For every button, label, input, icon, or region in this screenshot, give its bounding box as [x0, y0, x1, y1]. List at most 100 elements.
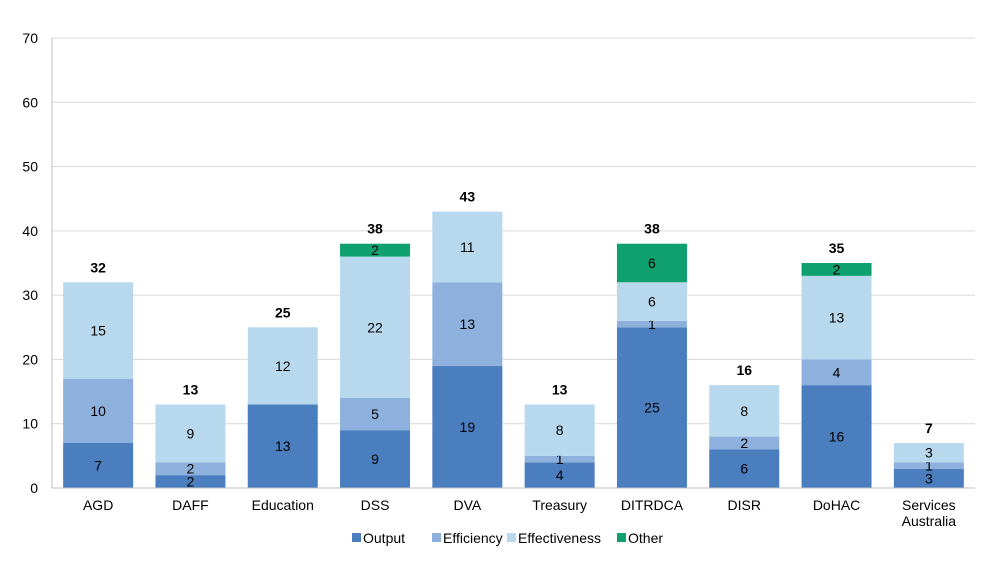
bar-stack: 16 4 13 2 35 [801, 240, 872, 488]
data-label: 8 [740, 403, 748, 419]
bar-stack: 22 9 13 [155, 381, 226, 490]
total-label: 7 [925, 420, 933, 436]
data-label: 5 [371, 406, 379, 422]
y-tick-label: 0 [30, 480, 38, 496]
data-label: 22 [367, 319, 383, 335]
bar-segment-output [801, 385, 872, 488]
bar-segment-efficiency [616, 320, 687, 328]
bar-segment-output [63, 443, 134, 488]
total-label: 35 [829, 240, 845, 256]
data-label: 1 [925, 458, 933, 474]
bar-segment-effectiveness [155, 404, 226, 463]
total-label: 32 [90, 259, 106, 275]
bar-segment-output [893, 468, 964, 488]
data-label: 13 [275, 438, 291, 454]
bar-segment-efficiency [709, 436, 780, 450]
total-label: 13 [552, 381, 568, 397]
bar-segment-effectiveness [616, 282, 687, 321]
y-tick-label: 20 [22, 351, 38, 367]
data-label: 10 [90, 403, 106, 419]
data-label: 1 [648, 316, 656, 332]
x-tick-label: DISR [728, 497, 761, 513]
bar-segment-output [709, 449, 780, 488]
data-label: 15 [90, 323, 106, 339]
bar-stack: 13 12 25 [247, 304, 318, 488]
bar-stack: 313 7 [893, 420, 964, 488]
legend-item-effectiveness: Effectiveness [507, 530, 601, 546]
data-label: 6 [648, 294, 656, 310]
bar-stack: 41 8 13 [524, 381, 595, 488]
bar-segment-efficiency [893, 462, 964, 469]
legend-item-efficiency: Efficiency [432, 530, 503, 546]
data-label: 3 [925, 470, 933, 486]
x-tick-label: DAFF [172, 497, 209, 513]
bar-segment-effectiveness [432, 211, 503, 283]
bar-segment-efficiency [63, 378, 134, 443]
bar-segment-effectiveness [247, 327, 318, 405]
data-label: 13 [829, 310, 845, 326]
bar-segment-output [247, 404, 318, 488]
x-tick-label: DITRDCA [621, 497, 684, 513]
data-label: 4 [556, 467, 564, 483]
total-label: 43 [460, 189, 476, 205]
data-label: 2 [740, 435, 748, 451]
bar-segment-efficiency [432, 282, 503, 366]
y-tick-label: 40 [22, 223, 38, 239]
data-label: 2 [833, 261, 841, 277]
bar-stack: 7 10 15 32 [63, 259, 134, 488]
data-label: 13 [460, 316, 476, 332]
y-tick-label: 60 [22, 94, 38, 110]
bar-segment-output [524, 462, 595, 488]
y-tick-label: 30 [22, 287, 38, 303]
bar-segment-output [432, 365, 503, 488]
bar-segment-effectiveness [709, 385, 780, 437]
bar-segment-output [155, 475, 226, 488]
bar-segment-other [616, 243, 687, 283]
total-label: 16 [736, 362, 752, 378]
data-label: 6 [740, 461, 748, 477]
bar-segment-effectiveness [63, 282, 134, 379]
data-label: 16 [829, 429, 845, 445]
data-label: 9 [371, 451, 379, 467]
legend-swatch [432, 533, 441, 542]
bar-segment-efficiency [340, 398, 411, 431]
bar-stack: 6 2 8 16 [709, 362, 780, 488]
bar-segment-effectiveness [893, 443, 964, 463]
bar-stack: 25 1 6 6 38 [616, 221, 687, 488]
legend-label: Output [363, 530, 405, 546]
data-label: 25 [644, 400, 660, 416]
total-label: 38 [644, 221, 660, 237]
data-label: 2 [187, 474, 195, 490]
x-tick-label: Education [252, 497, 314, 513]
bar-segment-effectiveness [524, 404, 595, 456]
legend: Output Efficiency Effectiveness Other [352, 530, 663, 546]
total-label: 25 [275, 304, 291, 320]
bar-segment-effectiveness [340, 256, 411, 398]
data-label: 8 [556, 422, 564, 438]
legend-swatch [617, 533, 626, 542]
total-label: 13 [183, 381, 199, 397]
legend-swatch [352, 533, 361, 542]
x-tick-label: Services Australia [902, 497, 957, 529]
bar-segment-output [616, 327, 687, 488]
data-label: 1 [556, 451, 564, 467]
data-label: 7 [94, 458, 102, 474]
y-axis: 0 10 20 30 40 50 60 70 [22, 30, 53, 496]
legend-label: Efficiency [443, 530, 503, 546]
y-tick-label: 10 [22, 416, 38, 432]
gridlines [52, 37, 975, 425]
data-label: 12 [275, 358, 291, 374]
data-label: 2 [187, 461, 195, 477]
legend-swatch [507, 533, 516, 542]
x-tick-label: Treasury [532, 497, 587, 513]
legend-label: Other [628, 530, 663, 546]
legend-item-output: Output [352, 530, 405, 546]
bar-segment-effectiveness [801, 275, 872, 360]
x-tick-label: AGD [83, 497, 113, 513]
bar-segment-output [340, 430, 411, 488]
x-tick-label: DVA [453, 497, 481, 513]
data-label: 2 [371, 242, 379, 258]
data-label: 11 [460, 239, 475, 255]
